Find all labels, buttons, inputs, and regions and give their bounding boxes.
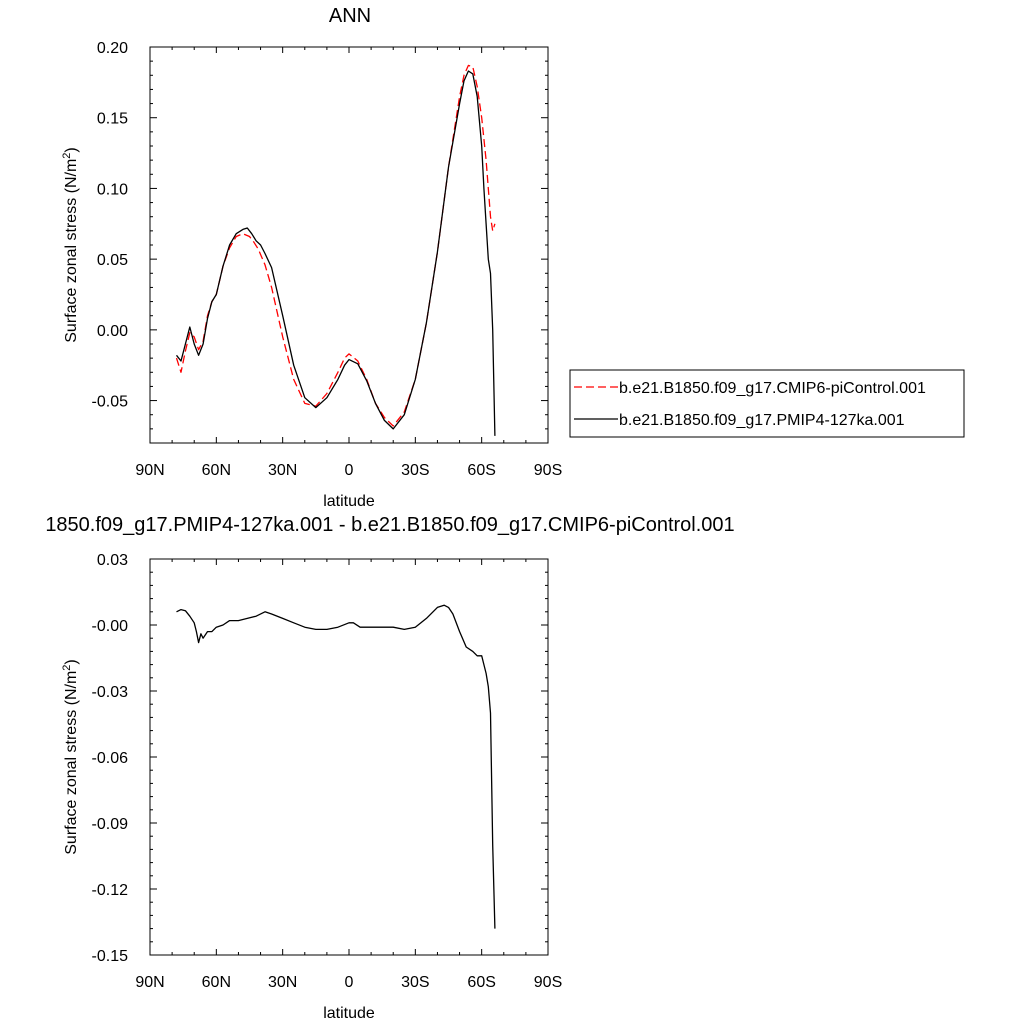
bottom-y-tick-label: 0.03 bbox=[97, 552, 128, 569]
top-x-axis-label: latitude bbox=[323, 493, 375, 510]
top-x-tick-label: 30N bbox=[268, 462, 297, 479]
bottom-y-tick-labels: 0.03 -0.00 -0.03 -0.06 -0.09 -0.12 -0.15 bbox=[92, 552, 129, 965]
bottom-x-tick-label: 90N bbox=[135, 974, 164, 991]
bottom-x-tick-label: 0 bbox=[345, 974, 354, 991]
bottom-y-tick-label: -0.03 bbox=[92, 684, 129, 701]
top-y-tick-label: 0.10 bbox=[97, 181, 128, 198]
top-axis-ticks bbox=[149, 46, 549, 443]
top-x-tick-label: 60S bbox=[467, 462, 495, 479]
top-chart-title: ANN bbox=[329, 5, 371, 27]
bottom-y-axis-label: Surface zonal stress (N/m2) bbox=[61, 659, 80, 855]
top-y-tick-labels: 0.20 0.15 0.10 0.05 0.00 -0.05 bbox=[92, 40, 129, 411]
top-y-tick-label: 0.15 bbox=[97, 111, 128, 128]
bottom-x-tick-label: 90S bbox=[534, 974, 562, 991]
legend-label-control: b.e21.B1850.f09_g17.CMIP6-piControl.001 bbox=[619, 380, 926, 397]
bottom-axis-ticks bbox=[149, 558, 549, 956]
bottom-x-tick-label: 30S bbox=[401, 974, 429, 991]
top-y-tick-label: 0.05 bbox=[97, 252, 128, 269]
bottom-series-group bbox=[176, 604, 496, 929]
bottom-x-tick-label: 60N bbox=[202, 974, 231, 991]
bottom-x-axis-label: latitude bbox=[323, 1005, 375, 1022]
bottom-y-tick-label: -0.06 bbox=[92, 750, 129, 767]
bottom-y-tick-label: -0.12 bbox=[92, 882, 129, 899]
top-panel: ANN 90N 60N 30N 0 30S 60S 90S 0.20 0.15 0.10 0.05… bbox=[61, 5, 562, 510]
bottom-series-line-0 bbox=[176, 604, 496, 929]
top-x-tick-label: 90N bbox=[135, 462, 164, 479]
legend-box bbox=[569, 369, 965, 438]
top-series-line-1 bbox=[175, 70, 496, 436]
bottom-y-tick-label: -0.00 bbox=[92, 618, 129, 635]
bottom-chart-title: 1850.f09_g17.PMIP4-127ka.001 - b.e21.B18… bbox=[45, 514, 734, 536]
bottom-x-tick-label: 60S bbox=[467, 974, 495, 991]
top-plot-frame bbox=[149, 46, 549, 444]
top-y-tick-label: 0.00 bbox=[97, 323, 128, 340]
top-y-tick-label: 0.20 bbox=[97, 40, 128, 57]
top-x-tick-label: 60N bbox=[202, 462, 231, 479]
legend-label-experiment: b.e21.B1850.f09_g17.PMIP4-127ka.001 bbox=[619, 412, 905, 429]
top-x-tick-label: 90S bbox=[534, 462, 562, 479]
top-x-tick-labels: 90N 60N 30N 0 30S 60S 90S bbox=[135, 462, 562, 479]
top-y-axis-label: Surface zonal stress (N/m2) bbox=[61, 147, 80, 343]
top-series-group bbox=[175, 64, 496, 436]
bottom-x-tick-label: 30N bbox=[268, 974, 297, 991]
bottom-x-tick-labels: 90N 60N 30N 0 30S 60S 90S bbox=[135, 974, 562, 991]
top-y-tick-label: -0.05 bbox=[92, 394, 129, 411]
top-x-tick-label: 30S bbox=[401, 462, 429, 479]
bottom-panel: 1850.f09_g17.PMIP4-127ka.001 - b.e21.B18… bbox=[45, 514, 734, 1022]
bottom-plot-frame bbox=[149, 558, 549, 956]
legend: b.e21.B1850.f09_g17.CMIP6-piControl.001 … bbox=[569, 369, 965, 438]
bottom-y-tick-label: -0.09 bbox=[92, 816, 129, 833]
top-x-tick-label: 0 bbox=[345, 462, 354, 479]
bottom-y-tick-label: -0.15 bbox=[92, 948, 129, 965]
top-series-line-0 bbox=[175, 64, 496, 427]
